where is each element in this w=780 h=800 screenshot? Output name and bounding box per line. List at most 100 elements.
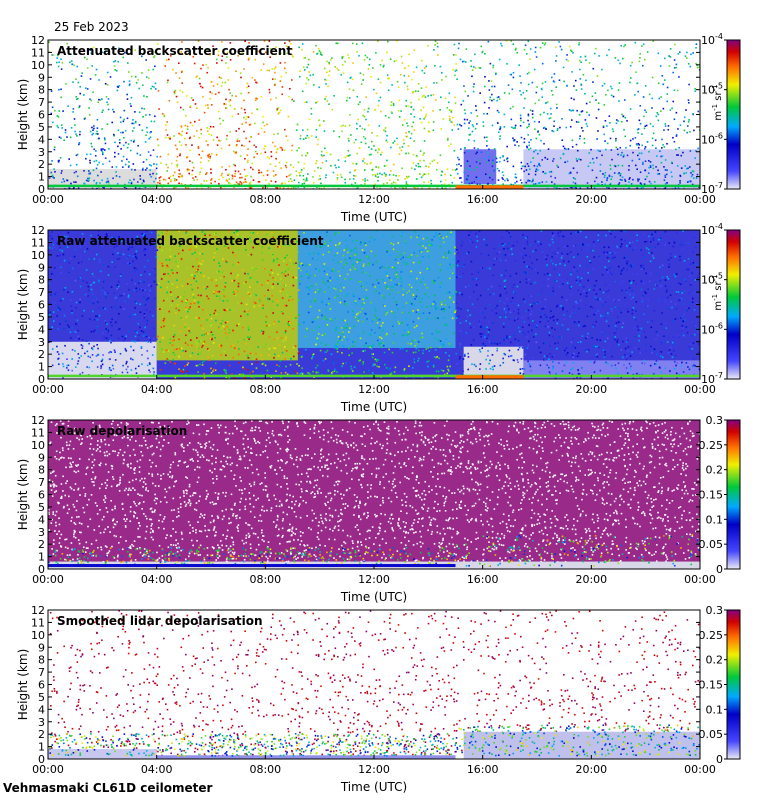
colorbar-tick-label: 0.05 xyxy=(699,728,724,741)
x-tick-label: 16:00 xyxy=(467,573,499,586)
x-tick-label: 20:00 xyxy=(575,383,607,396)
x-tick-label: 00:00 xyxy=(32,193,64,206)
x-tick-label: 12:00 xyxy=(358,193,390,206)
y-tick-label: 10 xyxy=(31,249,45,262)
y-tick-label: 3 xyxy=(38,526,45,539)
y-tick-label: 3 xyxy=(38,716,45,729)
colorbar-tick-label: 0.2 xyxy=(706,464,724,477)
x-tick-label: 00:00 xyxy=(684,573,716,586)
x-axis-label: Time (UTC) xyxy=(340,400,407,414)
x-axis-label: Time (UTC) xyxy=(340,590,407,604)
x-tick-label: 00:00 xyxy=(32,383,64,396)
figure-date: 25 Feb 2023 xyxy=(54,20,129,34)
colorbar-tick-label: 0 xyxy=(716,563,723,576)
y-tick-label: 8 xyxy=(38,84,45,97)
x-tick-label: 08:00 xyxy=(249,763,281,776)
x-tick-label: 12:00 xyxy=(358,383,390,396)
heatmap-data xyxy=(48,40,700,189)
y-tick-label: 3 xyxy=(38,146,45,159)
colorbar-bar xyxy=(726,229,741,380)
colorbar-tick-label: 0.05 xyxy=(699,538,724,551)
x-tick-label: 08:00 xyxy=(249,573,281,586)
y-tick-label: 12 xyxy=(31,224,45,237)
x-tick-label: 08:00 xyxy=(249,383,281,396)
y-tick-label: 11 xyxy=(31,616,45,629)
panel-title: Raw attenuated backscatter coefficient xyxy=(57,234,324,248)
y-tick-label: 2 xyxy=(38,538,45,551)
y-tick-label: 9 xyxy=(38,261,45,274)
y-tick-label: 5 xyxy=(38,311,45,324)
y-tick-label: 1 xyxy=(38,171,45,184)
y-axis-label: Height (km) xyxy=(16,459,30,530)
y-tick-label: 7 xyxy=(38,476,45,489)
y-tick-label: 1 xyxy=(38,361,45,374)
panel-title: Attenuated backscatter coefficient xyxy=(57,44,292,58)
x-axis-label: Time (UTC) xyxy=(340,780,407,794)
colorbar-tick-label: 10-6 xyxy=(701,131,723,146)
y-tick-label: 7 xyxy=(38,96,45,109)
x-tick-label: 04:00 xyxy=(141,193,173,206)
panel-title: Smoothed lidar depolarisation xyxy=(57,614,263,628)
y-tick-label: 11 xyxy=(31,236,45,249)
y-axis-label: Height (km) xyxy=(16,79,30,150)
y-tick-label: 8 xyxy=(38,274,45,287)
x-tick-label: 00:00 xyxy=(684,383,716,396)
x-tick-label: 16:00 xyxy=(467,193,499,206)
y-tick-label: 2 xyxy=(38,348,45,361)
site-label: Vehmasmaki CL61D ceilometer xyxy=(3,781,213,795)
colorbar-bar xyxy=(726,39,741,190)
y-tick-label: 0 xyxy=(38,373,45,386)
y-tick-label: 9 xyxy=(38,641,45,654)
colorbar-tick-label: 0.3 xyxy=(706,414,724,427)
x-tick-label: 08:00 xyxy=(249,193,281,206)
x-tick-label: 00:00 xyxy=(32,573,64,586)
colorbar-bar xyxy=(726,419,741,570)
colorbar-tick-label: 0.15 xyxy=(699,679,724,692)
colorbar: 10-710-610-510-4m-1 sr-1 xyxy=(701,32,741,196)
colorbar-tick-label: 0.3 xyxy=(706,604,724,617)
y-tick-label: 9 xyxy=(38,451,45,464)
y-tick-label: 2 xyxy=(38,728,45,741)
y-tick-label: 8 xyxy=(38,654,45,667)
x-tick-label: 20:00 xyxy=(575,573,607,586)
x-axis-label: Time (UTC) xyxy=(340,210,407,224)
y-tick-label: 5 xyxy=(38,121,45,134)
x-tick-label: 16:00 xyxy=(467,383,499,396)
colorbar-tick-label: 10-4 xyxy=(701,32,723,47)
y-axis-label: Height (km) xyxy=(16,269,30,340)
y-tick-label: 1 xyxy=(38,741,45,754)
y-tick-label: 0 xyxy=(38,753,45,766)
x-tick-label: 00:00 xyxy=(684,193,716,206)
colorbar-tick-label: 0.15 xyxy=(699,489,724,502)
y-tick-label: 7 xyxy=(38,666,45,679)
y-tick-label: 1 xyxy=(38,551,45,564)
y-tick-label: 4 xyxy=(38,133,45,146)
x-tick-label: 20:00 xyxy=(575,763,607,776)
heatmap-data xyxy=(48,610,700,759)
y-tick-label: 5 xyxy=(38,691,45,704)
y-tick-label: 9 xyxy=(38,71,45,84)
y-tick-label: 6 xyxy=(38,299,45,312)
y-tick-label: 3 xyxy=(38,336,45,349)
y-tick-label: 7 xyxy=(38,286,45,299)
colorbar-tick-label: 10-6 xyxy=(701,321,723,336)
y-tick-label: 10 xyxy=(31,629,45,642)
colorbar-tick-label: 0.1 xyxy=(706,703,724,716)
colorbar-bar xyxy=(726,609,741,760)
colorbar-tick-label: 10-4 xyxy=(701,222,723,237)
x-tick-label: 04:00 xyxy=(141,573,173,586)
colorbar-tick-label: 0.25 xyxy=(699,439,724,452)
y-tick-label: 0 xyxy=(38,183,45,196)
x-tick-label: 04:00 xyxy=(141,383,173,396)
colorbar: 0 0.05 0.1 0.15 0.2 0.25 0.3 xyxy=(699,604,741,766)
y-tick-label: 6 xyxy=(38,489,45,502)
colorbar-units: m-1 sr-1 xyxy=(711,84,724,120)
y-tick-label: 10 xyxy=(31,59,45,72)
y-tick-label: 11 xyxy=(31,46,45,59)
colorbar-tick-label: 10-7 xyxy=(701,371,723,386)
x-tick-label: 00:00 xyxy=(32,763,64,776)
y-tick-label: 5 xyxy=(38,501,45,514)
